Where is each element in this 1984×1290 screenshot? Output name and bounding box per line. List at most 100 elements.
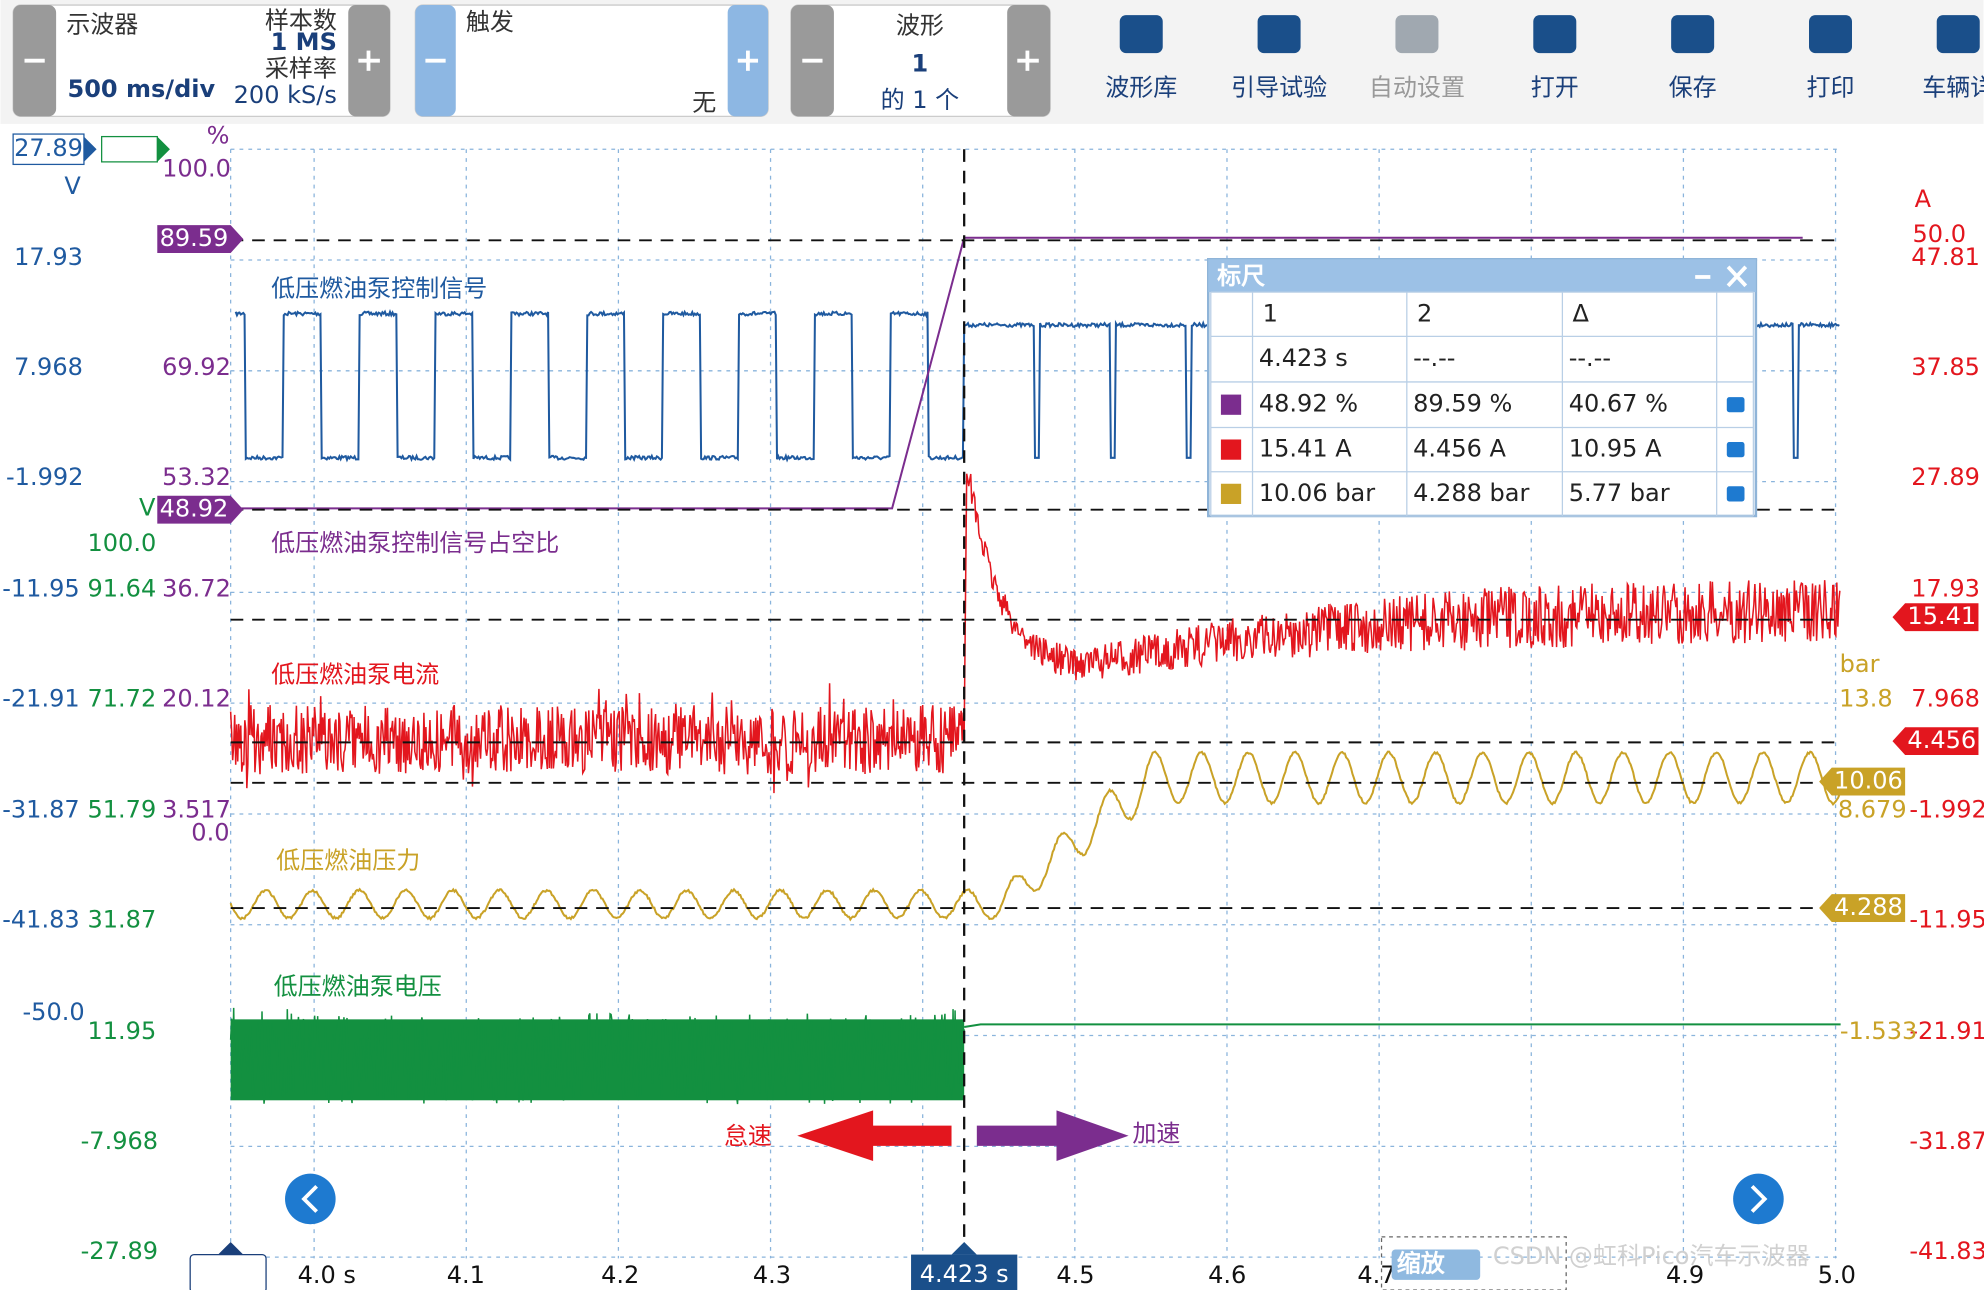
x-tick-label: 4.3 [753,1261,791,1289]
axis-label: V [64,172,81,200]
ruler-handle[interactable] [189,1253,267,1290]
axis-label: 13.8 [1839,684,1892,712]
axis-marker-label: 15.41 [1907,602,1976,630]
axis-label: A [1915,185,1932,213]
axis-label: bar [1840,650,1880,678]
axis-marker[interactable] [157,495,244,524]
labels: 27.89 V 17.93 7.968 -1.992 -11.95 -21.91 -31.87… [2,122,1984,1290]
toolbar-icon[interactable] [1671,15,1715,54]
table-cell: 5.77 bar [1569,479,1670,507]
zoom-label: 缩放 [1397,1250,1446,1278]
axis-label: 50.0 [1913,220,1966,248]
x-tick-label: 4.2 [601,1261,639,1289]
panel-title: 标尺 [1217,262,1265,290]
axis-label: -1.533 [1840,1017,1917,1045]
axis-label: 27.89 [1911,463,1980,491]
toolbar-button-label[interactable]: 自动设置 [1369,74,1465,102]
axis-label: 7.968 [1911,684,1980,712]
toolbar-icon[interactable] [1119,15,1163,54]
toolbar-icon[interactable] [1395,15,1439,54]
axis-marker[interactable] [1819,767,1906,796]
axis-label: 8.679 [1838,796,1907,824]
axis-label: 71.72 [87,684,156,712]
watermark: CSDN @虹科Pico汽车示波器 [1493,1242,1810,1270]
x-tick-label: 4.0 s [298,1261,356,1289]
toolbar-buttons: 波形库 引导试验 自动设置 打开 保存 打印 车辆详 [1105,15,1984,102]
table-header: 1 [1263,299,1278,327]
scroll-left-button[interactable] [285,1173,336,1225]
toolbar-button-label[interactable]: 波形库 [1105,74,1177,102]
accelerate-label: 加速 [1132,1119,1180,1147]
toolbar-button-label[interactable]: 打印 [1806,74,1854,102]
axis-marker[interactable] [157,225,244,253]
zoom-button[interactable] [1391,1249,1481,1280]
toolbar-icon[interactable] [1936,15,1980,54]
table-cell: 4.288 bar [1413,479,1529,507]
table-cell: 4.456 A [1413,435,1506,463]
ruler-panel: 标尺 1 2 Δ 4.423 s --.-- --.-- 48.92 % 89.59 % 40.… [1207,258,1758,518]
axis-label: 7.968 [14,353,83,381]
cursor-time-label: 4.423 s [920,1260,1009,1288]
sample-count-label: 样本数 [265,7,337,35]
axis-label: -50.0 [23,998,85,1026]
scope-title: 示波器 [66,10,138,38]
axis-marker[interactable] [1819,894,1906,922]
lock-icon[interactable] [1726,486,1745,502]
toolbar-button-label[interactable]: 保存 [1669,74,1717,102]
axis-label: V [139,493,156,521]
channel-swatch [1220,483,1242,504]
axis-label: 20.12 [162,684,231,712]
axis-label: -1.992 [1909,796,1984,824]
axis-marker-label: 4.456 [1907,726,1976,754]
panel-frame [1207,258,1758,518]
cursor-time-box[interactable] [911,1254,1018,1290]
toolbar-button-label[interactable]: 引导试验 [1231,74,1327,102]
close-button[interactable] [1726,265,1748,288]
idle-label: 怠速 [724,1122,772,1150]
channel-label: 低压燃油压力 [276,846,420,874]
panel-titlebar [1208,259,1756,293]
axis-label: 100.0 [87,529,156,557]
axis-marker[interactable] [1892,727,1979,756]
axis-label: -1.992 [6,463,83,491]
timebase[interactable]: 500 ms/div [68,75,216,103]
x-tick-label: 4.6 [1208,1261,1246,1289]
axis-label: 31.87 [87,906,156,934]
toolbar-icon[interactable] [1809,15,1852,54]
lock-icon[interactable] [1726,397,1745,413]
axis-label: 100.0 [162,154,231,182]
toolbar-icon[interactable] [1257,15,1301,54]
zoom-box [1380,1236,1567,1290]
range-arrow [83,136,97,162]
range-slider[interactable] [101,135,158,163]
voltage-trace [229,1007,965,1105]
duty-cycle-trace [230,236,1803,510]
toolbar-button-label[interactable]: 打开 [1531,74,1579,102]
table-cell: 40.67 % [1569,390,1668,418]
axis-marker-label: 10.06 [1834,767,1903,795]
axis-label: 91.64 [87,574,156,602]
axis-label: 37.85 [1911,353,1980,381]
x-tick-label: 4.5 [1056,1261,1094,1289]
axis-label: -31.87 [2,796,79,824]
ruler-table: 1 2 Δ 4.423 s --.-- --.-- 48.92 % 89.59 % 40.67 … [1210,291,1754,517]
sample-count: 1 MS [271,28,337,56]
toolbar-button-label[interactable]: 车辆详 [1922,74,1984,102]
accelerate-arrow [976,1110,1129,1161]
axis-label: 47.81 [1911,243,1980,271]
table-header: Δ [1573,299,1590,327]
waveforms [229,149,1841,1253]
axis-marker[interactable] [1892,603,1979,632]
axis-label: -27.89 [81,1237,158,1265]
channel-label: 低压燃油泵电压 [274,973,442,1001]
waveform-of: 的 1 个 [881,86,960,114]
scroll-right-button[interactable] [1733,1173,1784,1225]
axis-marker-label: 89.59 [160,224,229,252]
axis-marker-label: 48.92 [160,495,229,523]
lock-icon[interactable] [1726,442,1745,458]
chevron-right [1750,1184,1768,1213]
waveform-number: 1 [912,50,929,78]
toolbar-icon[interactable] [1533,15,1577,54]
axis-label: 69.92 [162,353,231,381]
trigger-mode[interactable]: 无 [692,89,716,117]
